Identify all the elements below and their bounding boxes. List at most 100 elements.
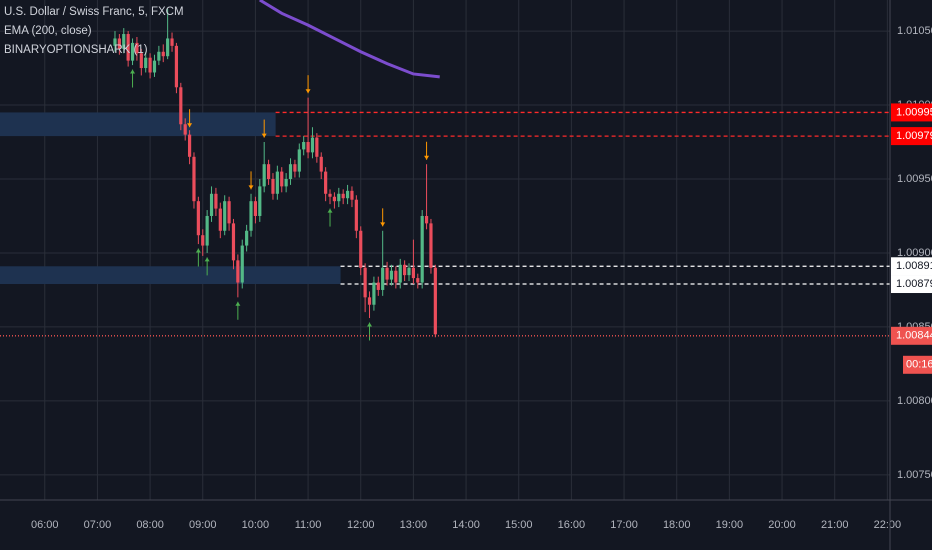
candle-body bbox=[258, 186, 262, 216]
last-price-label: 1.00844 bbox=[896, 330, 932, 342]
x-tick-label: 06:00 bbox=[31, 519, 59, 531]
x-tick-label: 16:00 bbox=[558, 519, 586, 531]
candle-body bbox=[249, 201, 253, 231]
candle-body bbox=[324, 171, 328, 194]
candle-body bbox=[236, 260, 240, 283]
signal-head bbox=[187, 123, 193, 128]
x-tick-label: 08:00 bbox=[136, 519, 164, 531]
zone-price-label-box bbox=[891, 275, 932, 294]
candle-body bbox=[152, 60, 157, 73]
signal-head bbox=[248, 185, 254, 190]
x-tick-label: 15:00 bbox=[505, 519, 533, 531]
x-tick-label: 19:00 bbox=[716, 519, 744, 531]
x-tick-label: 07:00 bbox=[84, 519, 112, 531]
candle-body bbox=[424, 215, 429, 224]
candle-body bbox=[266, 164, 271, 179]
candle-body bbox=[122, 34, 126, 49]
candle-body bbox=[227, 201, 231, 224]
candle-body bbox=[433, 267, 437, 335]
candle-body bbox=[223, 201, 227, 231]
last-price-box bbox=[891, 326, 932, 345]
candle-body bbox=[354, 199, 358, 231]
x-tick-label: 09:00 bbox=[189, 519, 217, 531]
candle-body bbox=[126, 34, 130, 61]
candle-body bbox=[214, 193, 218, 209]
candle-body bbox=[170, 38, 174, 46]
candle-body bbox=[376, 282, 380, 290]
y-tick-label: 1.01050 bbox=[897, 25, 932, 37]
signal-head bbox=[195, 248, 201, 253]
candle-body bbox=[359, 230, 363, 268]
study-legend: BINARYOPTIONSHARK (1) bbox=[4, 44, 148, 56]
candle-body bbox=[139, 53, 143, 69]
chart-title: U.S. Dollar / Swiss Franc, 5, FXCM bbox=[4, 6, 184, 18]
candle-body bbox=[293, 164, 297, 172]
buy-signal bbox=[327, 208, 333, 227]
candle-body bbox=[166, 38, 170, 57]
candle-body bbox=[332, 196, 337, 202]
zone bbox=[0, 112, 276, 137]
candle-body bbox=[144, 57, 148, 69]
candle-body bbox=[201, 235, 205, 246]
candle-body bbox=[113, 38, 117, 46]
candle-body bbox=[205, 215, 209, 246]
buy-signal bbox=[130, 69, 136, 88]
x-tick-label: 20:00 bbox=[768, 519, 796, 531]
candle-body bbox=[337, 193, 341, 202]
candle-body bbox=[398, 264, 402, 283]
x-tick-label: 13:00 bbox=[400, 519, 428, 531]
candle-body bbox=[302, 142, 306, 150]
sell-signal bbox=[305, 75, 311, 94]
zone-price-label: 1.00995 bbox=[896, 106, 932, 118]
buy-signal bbox=[195, 248, 201, 267]
candle-body bbox=[262, 164, 266, 187]
candle-body bbox=[389, 270, 394, 280]
sell-signal bbox=[424, 141, 430, 160]
candle-body bbox=[157, 51, 161, 61]
buy-signal bbox=[204, 257, 210, 276]
signal-head bbox=[327, 208, 333, 213]
ema-line bbox=[259, 0, 440, 79]
candle-body bbox=[420, 215, 424, 283]
candle-body bbox=[310, 137, 315, 153]
candle-body bbox=[187, 134, 192, 157]
candle-body bbox=[363, 267, 367, 298]
candle-body bbox=[245, 230, 249, 246]
y-tick-label: 1.00900 bbox=[897, 247, 932, 259]
candle-body bbox=[350, 190, 354, 200]
candle-body bbox=[271, 178, 275, 194]
x-tick-label: 22:00 bbox=[874, 519, 902, 531]
signal-head bbox=[130, 69, 136, 74]
y-tick-label: 1.00950 bbox=[897, 173, 932, 185]
candle-body bbox=[394, 270, 398, 283]
x-tick-label: 21:00 bbox=[821, 519, 849, 531]
signal-head bbox=[261, 133, 267, 138]
candle-body bbox=[117, 38, 121, 49]
candle-body bbox=[192, 156, 196, 202]
x-tick-label: 11:00 bbox=[295, 519, 322, 531]
zone-price-label-box bbox=[891, 257, 932, 276]
zone bbox=[0, 266, 341, 285]
sell-signal bbox=[248, 171, 254, 190]
candle-body bbox=[275, 171, 279, 194]
candle-body bbox=[183, 124, 187, 135]
candle-body bbox=[372, 282, 376, 305]
buy-signal bbox=[367, 322, 373, 341]
candle-body bbox=[130, 42, 135, 61]
candle-body bbox=[381, 267, 385, 290]
signal-head bbox=[305, 89, 311, 94]
candle-body bbox=[328, 193, 332, 197]
candle-body bbox=[429, 223, 433, 268]
candle-body bbox=[174, 45, 179, 88]
candle-body bbox=[367, 297, 372, 305]
candle-body bbox=[218, 208, 222, 231]
candle-body bbox=[385, 267, 389, 280]
candle-body bbox=[240, 245, 244, 283]
x-tick-label: 17:00 bbox=[610, 519, 638, 531]
candle-body bbox=[280, 171, 284, 187]
candle-body bbox=[253, 201, 258, 216]
ema-legend: EMA (200, close) bbox=[4, 25, 92, 37]
x-tick-label: 18:00 bbox=[663, 519, 691, 531]
x-tick-label: 14:00 bbox=[452, 519, 480, 531]
